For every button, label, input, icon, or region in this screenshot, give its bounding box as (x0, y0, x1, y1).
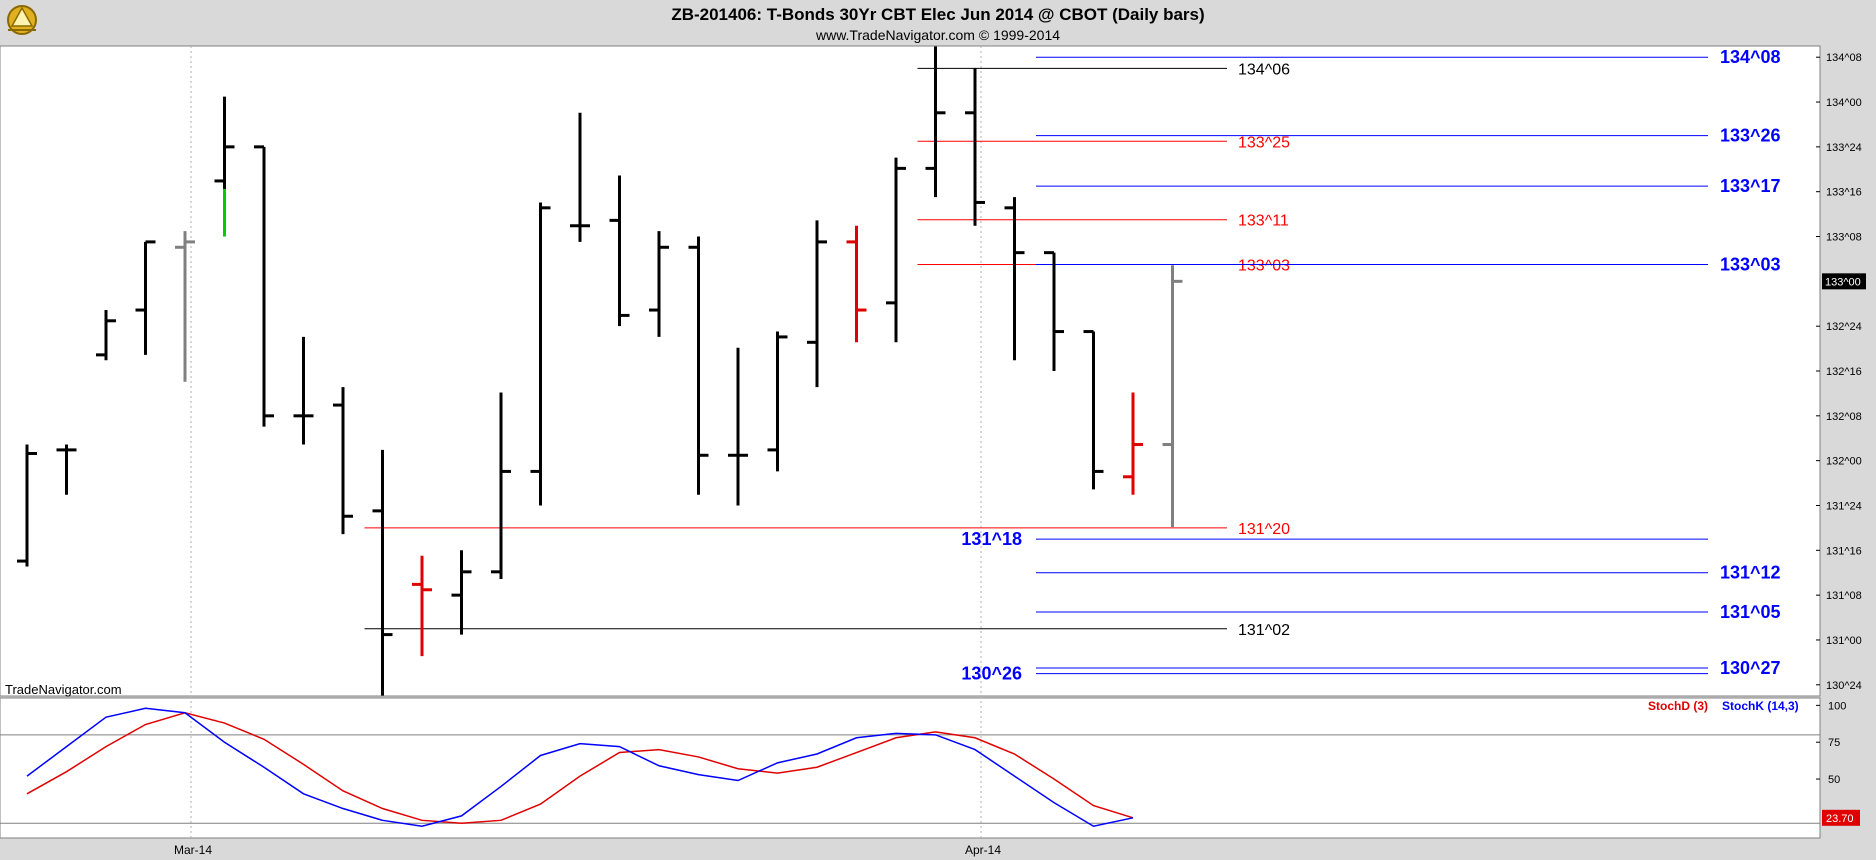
ohlc-bar (1083, 330, 1104, 490)
ohlc-bar (175, 231, 195, 382)
ohlc-bar (412, 555, 432, 657)
y-tick-label: 132^16 (1826, 366, 1862, 378)
level-label: 133^03 (1720, 255, 1781, 275)
y-tick-label: 132^08 (1826, 411, 1862, 423)
ohlc-bar (1162, 265, 1183, 527)
ohlc-bar (925, 46, 946, 198)
osc-last-marker (1822, 809, 1860, 826)
y-tick-label: 133^08 (1826, 232, 1862, 244)
level-label: 131^12 (1720, 563, 1781, 583)
osc-y-tick-label: 100 (1828, 700, 1846, 712)
ohlc-bar (688, 236, 709, 495)
ohlc-bar (293, 336, 314, 445)
ohlc-bar (17, 444, 37, 567)
level-label: 130^26 (961, 664, 1022, 684)
y-tick-label: 130^24 (1826, 680, 1862, 692)
ohlc-bar (451, 550, 472, 635)
series-line (26, 707, 1134, 828)
level-label: 133^25 (1238, 134, 1290, 151)
ohlc-bar (807, 220, 827, 388)
level-label: 133^11 (1238, 213, 1289, 230)
y-tick-label: 132^00 (1826, 456, 1862, 468)
x-tick-label: Mar-14 (174, 843, 212, 857)
ohlc-bar (886, 157, 906, 343)
ohlc-bar (767, 331, 788, 472)
legend-entry: StochK (14,3) (1722, 699, 1799, 713)
ohlc-bar (135, 240, 156, 355)
ohlc-bar (728, 347, 748, 506)
ohlc-bar (570, 112, 590, 242)
stochastic-pane (0, 697, 1821, 839)
ohlc-bar (333, 387, 353, 535)
ohlc-bar (1004, 197, 1025, 361)
ohlc-bar (846, 225, 867, 343)
legend-entry: StochD (3) (1648, 699, 1708, 713)
level-label: 133^26 (1720, 126, 1781, 146)
level-label: 131^02 (1238, 622, 1290, 639)
level-label: 130^27 (1720, 658, 1781, 678)
y-tick-label: 131^08 (1826, 590, 1862, 602)
ohlc-bar (965, 67, 985, 226)
ohlc-bar (254, 145, 274, 427)
y-tick-label: 134^08 (1826, 52, 1862, 64)
level-label: 133^17 (1720, 176, 1781, 196)
level-label: 131^05 (1720, 602, 1781, 622)
ohlc-bar (56, 444, 77, 495)
ohlc-bar (1044, 251, 1064, 371)
y-tick-label: 131^16 (1826, 545, 1862, 557)
y-tick-label: 131^00 (1826, 635, 1862, 647)
y-tick-label: 134^00 (1826, 97, 1862, 109)
level-label: 134^08 (1720, 47, 1781, 67)
y-tick-label: 133^24 (1826, 142, 1862, 154)
series-line (26, 711, 1134, 825)
last-price-marker (1822, 273, 1866, 290)
logo-icon (7, 5, 37, 35)
ohlc-bar (649, 231, 669, 337)
last-price-label: 133^00 (1825, 276, 1861, 288)
ohlc-bar (372, 449, 393, 696)
chart-title: ZB-201406: T-Bonds 30Yr CBT Elec Jun 201… (671, 5, 1204, 24)
osc-y-tick-label: 75 (1828, 737, 1840, 749)
ohlc-bar (491, 392, 511, 579)
ohlc-bar (609, 175, 630, 327)
ohlc-bar (214, 96, 235, 237)
level-label: 134^06 (1238, 61, 1290, 78)
chart-subtitle: www.TradeNavigator.com © 1999-2014 (815, 27, 1060, 43)
price-pane (0, 45, 1821, 697)
osc-last-label: 23.70 (1826, 813, 1854, 825)
level-label: 131^20 (1238, 521, 1290, 538)
level-label: 133^03 (1238, 258, 1290, 275)
x-tick-label: Apr-14 (965, 843, 1001, 857)
y-tick-label: 131^24 (1826, 500, 1862, 512)
y-tick-label: 133^16 (1826, 187, 1862, 199)
ohlc-bar (96, 310, 116, 361)
level-label: 131^18 (961, 529, 1022, 549)
y-tick-label: 132^24 (1826, 321, 1862, 333)
osc-y-tick-label: 50 (1828, 774, 1840, 786)
ohlc-bar (530, 202, 551, 506)
ohlc-bar (1123, 392, 1143, 495)
watermark: TradeNavigator.com (5, 682, 122, 697)
